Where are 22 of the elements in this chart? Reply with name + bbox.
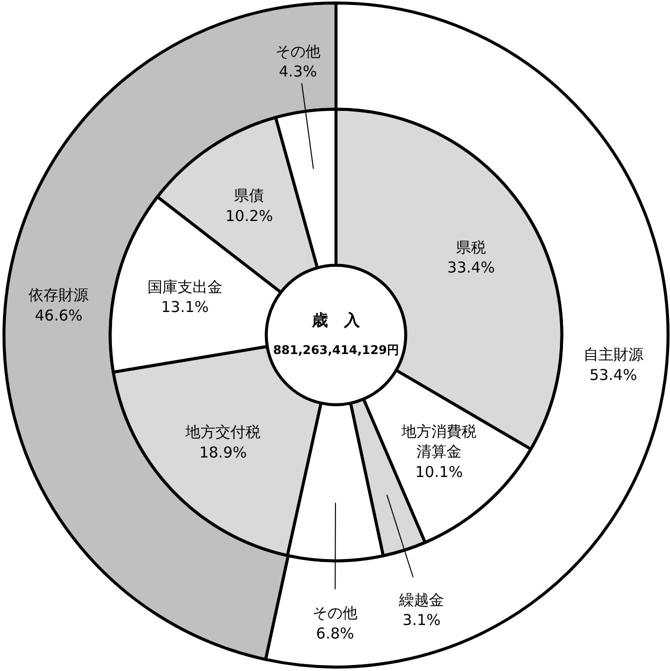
- slice-label: 繰越金: [398, 590, 444, 609]
- data-label: 18.9%: [199, 443, 247, 462]
- data-label: 33.4%: [447, 258, 495, 277]
- slice-label: 地方交付税: [184, 423, 261, 442]
- slice-label: 依存財源: [28, 286, 89, 304]
- slice-label: 国庫支出金: [147, 278, 222, 296]
- slice-label: 自主財源: [583, 346, 644, 364]
- slice-label: 地方消費税清算金: [400, 422, 477, 461]
- slice-label: その他: [275, 42, 320, 60]
- slice-label: その他: [312, 604, 358, 622]
- data-label: 53.4%: [589, 366, 638, 384]
- slice-label: 県債: [234, 186, 264, 205]
- slice-label: 県税: [456, 238, 486, 256]
- data-label: 6.8%: [316, 624, 354, 642]
- text: 881,263,414,129円: [273, 343, 399, 357]
- data-label: 10.2%: [225, 206, 274, 225]
- data-label: 46.6%: [34, 306, 83, 324]
- data-label: 4.3%: [278, 62, 318, 80]
- data-label: 10.1%: [415, 463, 463, 481]
- text: 歳 入: [311, 310, 361, 330]
- data-label: 3.1%: [402, 611, 441, 630]
- data-label: 13.1%: [161, 298, 209, 316]
